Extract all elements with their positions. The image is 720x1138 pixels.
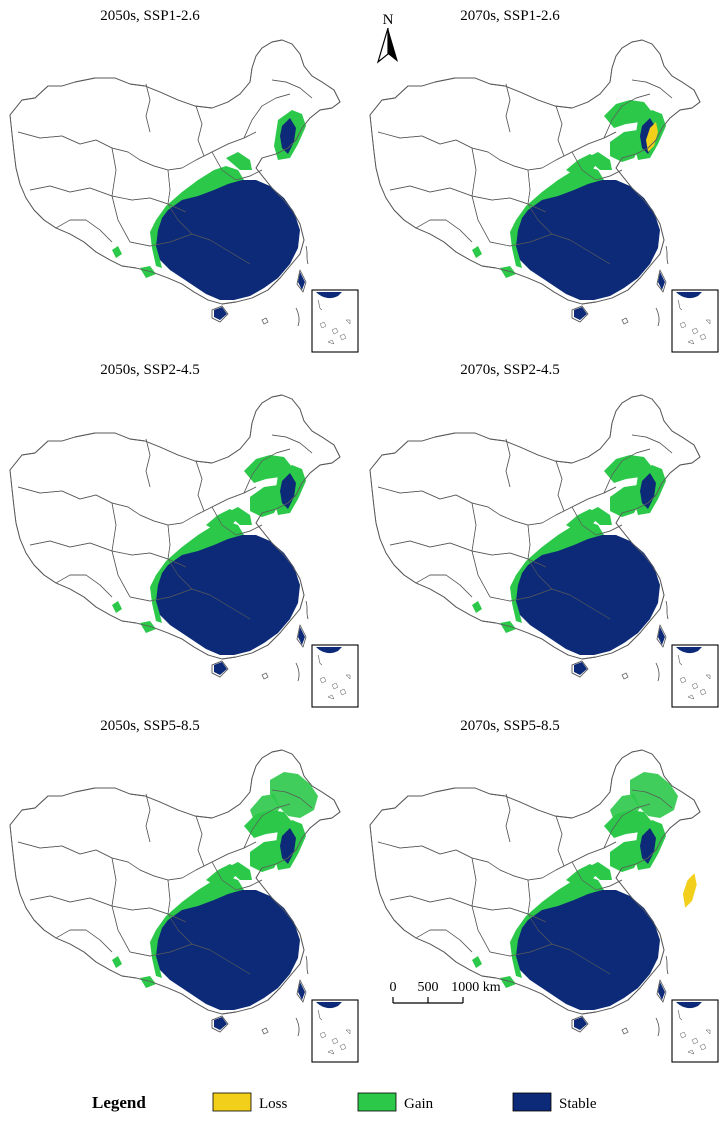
legend-title: Legend (92, 1093, 146, 1112)
map-panel-2070s-ssp5-85: 2070s, SSP5-8.5 (369, 718, 719, 1063)
scale-tick-500: 500 (418, 980, 439, 995)
map-panels: 2050s, SSP1-2.6 2070s, SSP1-2.6 2050s, SSP… (9, 8, 719, 1063)
legend-label-gain: Gain (404, 1096, 434, 1112)
scale-tick-0: 0 (390, 980, 397, 995)
south-china-sea-inset (311, 644, 359, 708)
legend-label-loss: Loss (259, 1096, 288, 1112)
south-china-sea-inset (671, 644, 719, 708)
panel-title: 2070s, SSP2-4.5 (460, 362, 560, 378)
north-arrow-icon: N (376, 12, 398, 64)
map-panel-2070s-ssp2-45: 2070s, SSP2-4.5 (369, 362, 719, 708)
north-label: N (383, 12, 394, 28)
china-map (369, 749, 719, 1063)
south-china-sea-inset (671, 289, 719, 353)
china-map (369, 39, 719, 353)
south-china-sea-inset (311, 289, 359, 353)
legend-swatch-gain (357, 1092, 397, 1112)
panel-title: 2070s, SSP5-8.5 (460, 718, 560, 734)
legend-label-stable: Stable (559, 1096, 597, 1112)
panel-title: 2050s, SSP2-4.5 (100, 362, 200, 378)
map-panel-2050s-ssp2-45: 2050s, SSP2-4.5 (9, 362, 359, 708)
map-panel-2070s-ssp1-26: 2070s, SSP1-2.6 (369, 8, 719, 353)
panel-title: 2050s, SSP1-2.6 (100, 8, 200, 24)
map-panel-2050s-ssp5-85: 2050s, SSP5-8.5 (9, 718, 359, 1063)
south-china-sea-inset (311, 999, 359, 1063)
legend-swatch-loss (212, 1092, 252, 1112)
panel-title: 2070s, SSP1-2.6 (460, 8, 560, 24)
china-map (369, 394, 719, 708)
legend: Legend Loss Gain Stable (92, 1092, 597, 1112)
china-map (9, 394, 359, 708)
china-map (9, 39, 359, 353)
south-china-sea-inset (671, 999, 719, 1063)
scale-tick-1000: 1000 km (451, 980, 501, 995)
legend-swatch-stable (512, 1092, 552, 1112)
china-map (9, 749, 359, 1063)
panel-title: 2050s, SSP5-8.5 (100, 718, 200, 734)
scale-bar: 0 500 1000 km (390, 980, 501, 1004)
map-panel-2050s-ssp1-26: 2050s, SSP1-2.6 (9, 8, 359, 353)
